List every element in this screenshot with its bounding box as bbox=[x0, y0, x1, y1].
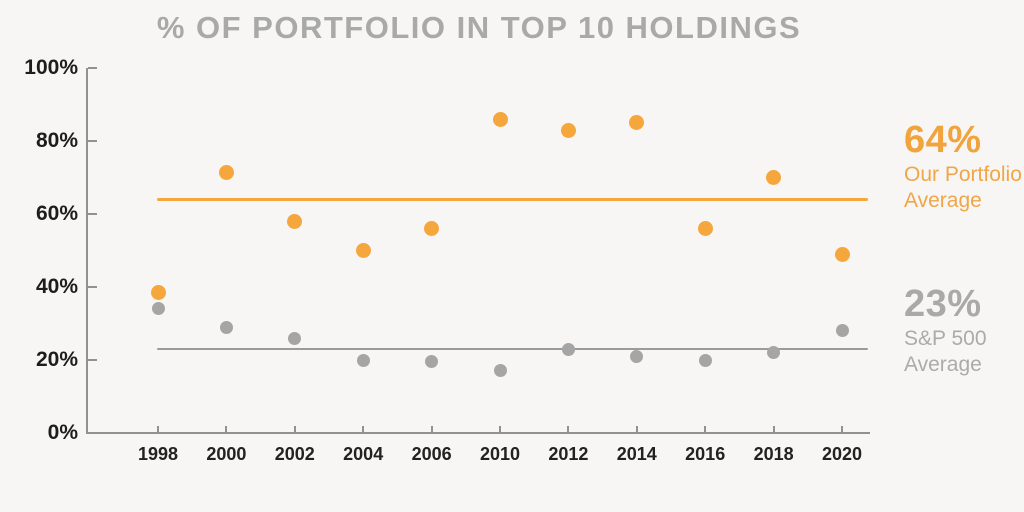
portfolio-average-label-line1: Our Portfolio bbox=[904, 163, 1022, 186]
data-point-our-portfolio-1998 bbox=[150, 284, 166, 300]
data-point-our-portfolio-2014 bbox=[629, 115, 645, 131]
y-axis-tick-label: 100% bbox=[24, 56, 78, 79]
data-point-s-p-500-2010 bbox=[493, 364, 507, 378]
x-axis-tick-label-2012: 2012 bbox=[548, 444, 589, 464]
y-axis-tick bbox=[88, 359, 97, 361]
y-axis-tick-label: 0% bbox=[47, 421, 78, 444]
data-point-s-p-500-2004 bbox=[356, 353, 370, 367]
x-axis-tick-label-2010: 2010 bbox=[479, 444, 521, 464]
data-point-s-p-500-2006 bbox=[425, 355, 439, 369]
x-axis-tick bbox=[635, 426, 638, 433]
data-point-our-portfolio-2012 bbox=[560, 122, 576, 138]
data-point-our-portfolio-2004 bbox=[355, 243, 371, 258]
data-point-our-portfolio-2010 bbox=[492, 111, 508, 127]
data-point-s-p-500-2018 bbox=[767, 346, 781, 360]
y-axis-tick-label: 60% bbox=[35, 202, 78, 225]
x-axis-tick bbox=[841, 426, 843, 433]
x-axis-line bbox=[86, 432, 870, 434]
sp500-average-label-line2: Average bbox=[904, 353, 982, 376]
x-axis-tick bbox=[567, 426, 570, 433]
portfolio-average-annotation: 64% Our Portfolio Average bbox=[904, 118, 1022, 214]
data-point-our-portfolio-2020 bbox=[834, 246, 850, 262]
x-axis-tick bbox=[499, 426, 501, 433]
data-point-s-p-500-2012 bbox=[561, 342, 575, 356]
chart-title: % OF PORTFOLIO IN TOP 10 HOLDINGS bbox=[156, 10, 802, 45]
data-point-our-portfolio-2018 bbox=[766, 170, 782, 185]
x-axis-tick bbox=[293, 426, 296, 433]
data-point-s-p-500-2020 bbox=[835, 324, 849, 338]
y-axis-tick-label: 40% bbox=[35, 275, 78, 298]
x-axis-tick-label-2004: 2004 bbox=[343, 444, 384, 464]
data-point-s-p-500-2016 bbox=[698, 353, 712, 367]
y-axis-tick bbox=[88, 213, 97, 215]
x-axis-tick-label-2018: 2018 bbox=[753, 444, 794, 464]
x-axis-tick bbox=[362, 426, 365, 433]
data-point-s-p-500-2014 bbox=[630, 349, 644, 363]
x-axis-tick bbox=[430, 426, 433, 433]
data-point-our-portfolio-2002 bbox=[287, 213, 303, 229]
x-axis-tick bbox=[157, 426, 159, 433]
y-axis-tick bbox=[88, 286, 97, 288]
x-axis-tick bbox=[704, 426, 707, 433]
data-point-s-p-500-1998 bbox=[151, 302, 165, 316]
x-axis-tick-label-2002: 2002 bbox=[274, 444, 315, 464]
y-axis-tick bbox=[88, 67, 97, 69]
sp500-average-annotation: 23% S&P 500 Average bbox=[904, 282, 987, 378]
y-axis-tick-label: 80% bbox=[35, 129, 78, 152]
portfolio-average-label-line2: Average bbox=[904, 189, 982, 212]
x-axis-tick-label-2000: 2000 bbox=[206, 444, 247, 464]
portfolio-average-value: 64% bbox=[904, 119, 982, 161]
data-point-our-portfolio-2006 bbox=[424, 221, 440, 237]
y-axis-tick-label: 20% bbox=[35, 348, 78, 371]
data-point-our-portfolio-2016 bbox=[697, 221, 713, 237]
y-axis-line bbox=[86, 68, 88, 433]
x-axis-tick-label-2014: 2014 bbox=[616, 444, 657, 464]
x-axis-tick-label-2006: 2006 bbox=[411, 444, 452, 464]
x-axis-tick-label-1998: 1998 bbox=[137, 444, 179, 464]
our-portfolio-average-line bbox=[157, 197, 868, 201]
y-axis-tick bbox=[88, 140, 97, 142]
sp500-average-line bbox=[157, 348, 868, 351]
x-axis-tick bbox=[225, 426, 228, 433]
x-axis-tick-label-2016: 2016 bbox=[685, 444, 726, 464]
x-axis-tick-label-2020: 2020 bbox=[821, 444, 863, 464]
sp500-average-label-line1: S&P 500 bbox=[904, 327, 987, 350]
data-point-our-portfolio-2000 bbox=[218, 164, 234, 180]
x-axis-tick bbox=[772, 426, 775, 433]
data-point-s-p-500-2000 bbox=[219, 320, 233, 334]
sp500-average-value: 23% bbox=[904, 283, 982, 325]
data-point-s-p-500-2002 bbox=[288, 331, 302, 345]
